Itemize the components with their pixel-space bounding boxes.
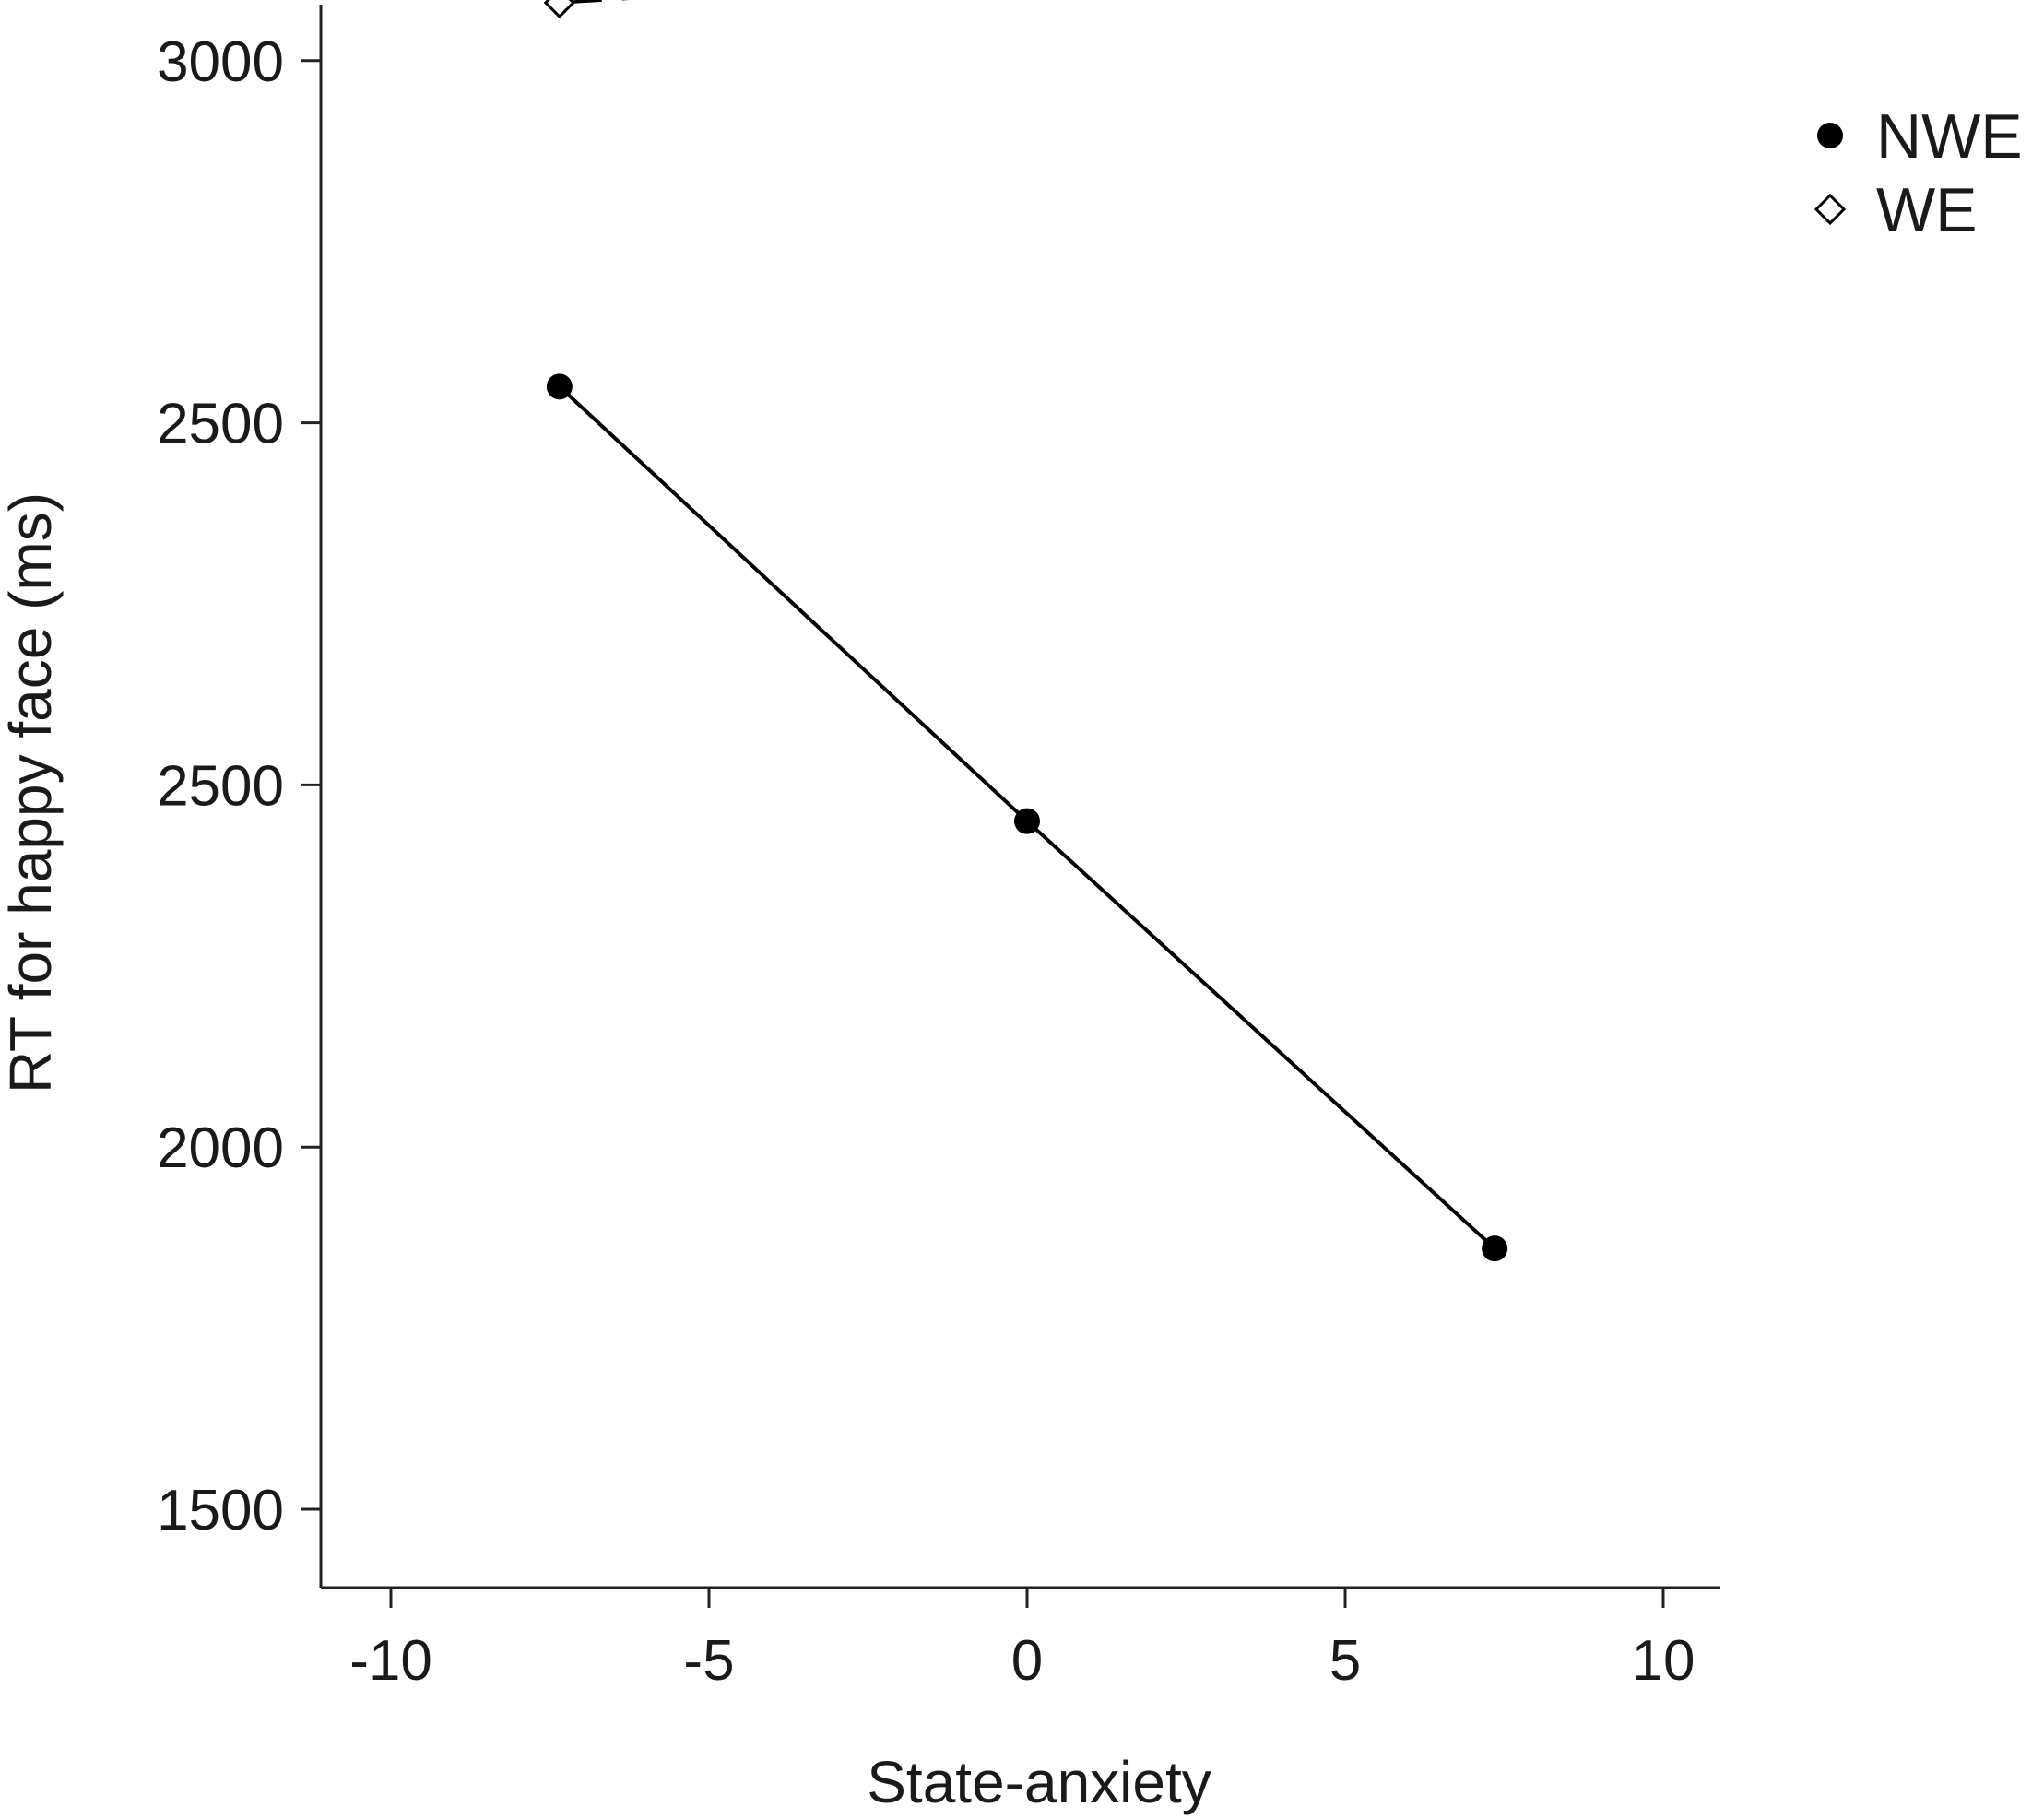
y-tick-label: 3000 xyxy=(157,30,284,94)
legend-label-nwe: NWE xyxy=(1876,101,2023,171)
y-axis-title: RT for happy face (ms) xyxy=(0,492,64,1093)
x-ticks: -10 -5 0 5 10 xyxy=(349,1588,1695,1693)
y-ticks: 1500 2000 2500 2500 3000 xyxy=(157,30,321,1542)
data-point-nwe xyxy=(1482,1235,1508,1262)
x-tick-label: -10 xyxy=(349,1629,432,1693)
legend-marker-we xyxy=(1814,193,1847,226)
axes xyxy=(319,5,1720,1589)
x-tick-label: 5 xyxy=(1329,1629,1361,1693)
x-tick-label: 10 xyxy=(1632,1629,1695,1693)
legend-label-we: WE xyxy=(1876,175,1978,245)
x-tick-label: -5 xyxy=(683,1629,734,1693)
data-point-nwe xyxy=(1014,808,1040,834)
y-tick-label: 2500 xyxy=(157,393,284,456)
x-axis-title: State-anxiety xyxy=(867,1749,1211,1815)
series-line-we xyxy=(559,0,630,5)
data-point-nwe xyxy=(546,373,573,400)
y-tick-label: 1500 xyxy=(157,1479,284,1542)
y-tick-label: 2000 xyxy=(157,1116,284,1180)
legend-marker-nwe xyxy=(1817,123,1843,148)
x-tick-label: 0 xyxy=(1011,1629,1043,1693)
data-point-we xyxy=(543,0,575,19)
series-layer xyxy=(543,0,1508,1262)
y-tick-label: 2500 xyxy=(157,754,284,818)
